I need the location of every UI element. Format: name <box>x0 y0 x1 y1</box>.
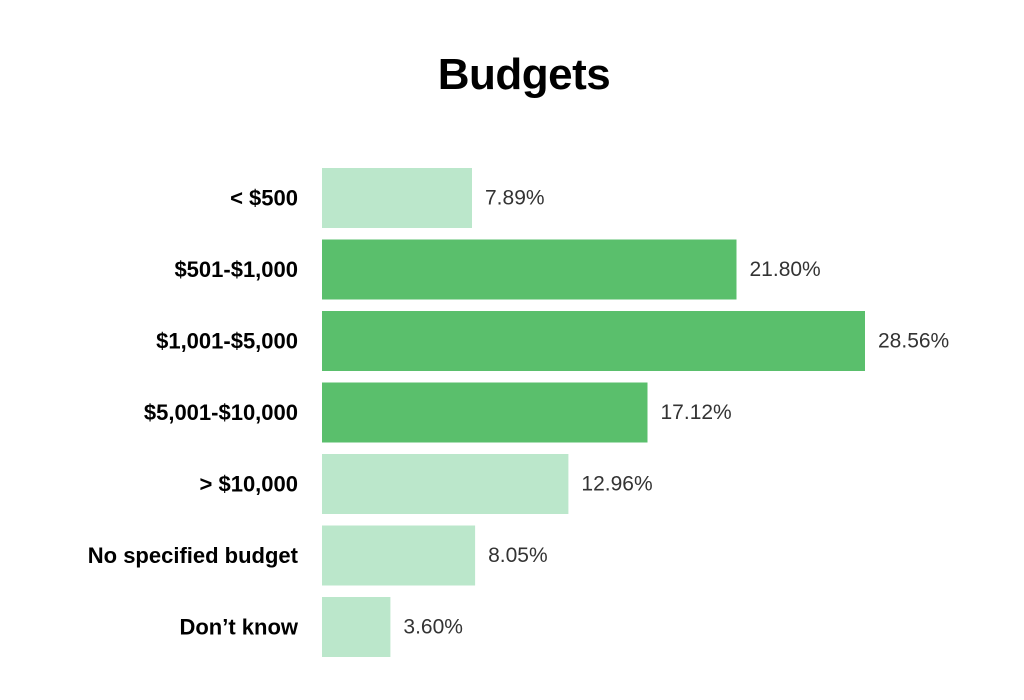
category-label-6: Don’t know <box>179 615 298 640</box>
category-label-0: < $500 <box>230 186 298 211</box>
category-labels-group: < $500 $501-$1,000 $1,001-$5,000 $5,001-$10… <box>88 186 299 640</box>
bar-3 <box>322 382 648 443</box>
bar-1 <box>322 239 737 300</box>
value-label-3: 17.12% <box>661 401 732 424</box>
value-label-5: 8.05% <box>488 544 548 567</box>
value-labels-group: 7.89% 21.80% 28.56% 17.12% 12.96% 8.05% 3.60% <box>403 187 949 639</box>
category-label-2: $1,001-$5,000 <box>156 329 298 354</box>
value-label-4: 12.96% <box>581 473 652 496</box>
chart-title: Budgets <box>437 50 611 99</box>
value-label-2: 28.56% <box>878 330 949 353</box>
category-label-5: No specified budget <box>88 543 299 568</box>
bar-6 <box>322 597 391 657</box>
bar-2 <box>322 311 865 371</box>
value-label-1: 21.80% <box>750 258 821 281</box>
value-label-0: 7.89% <box>485 187 545 210</box>
bars-group <box>322 168 865 657</box>
category-label-3: $5,001-$10,000 <box>144 400 298 425</box>
bar-4 <box>322 454 569 514</box>
bar-0 <box>322 168 472 228</box>
category-label-4: > $10,000 <box>200 472 298 497</box>
bar-5 <box>322 525 476 586</box>
value-label-6: 3.60% <box>403 616 463 639</box>
category-label-1: $501-$1,000 <box>174 257 298 282</box>
